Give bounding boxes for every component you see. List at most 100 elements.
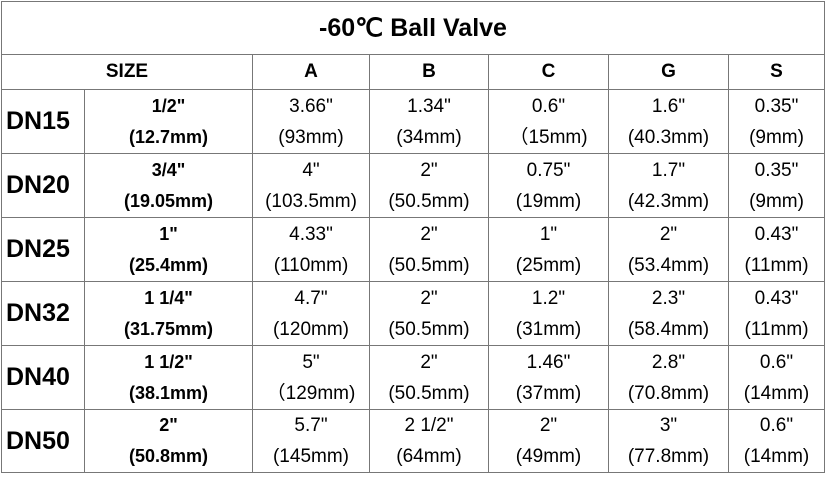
cell-line: （129mm) [266, 382, 356, 404]
cell-line: (9mm) [749, 126, 804, 148]
cell-line: (50.5mm) [388, 190, 470, 212]
cell-line: 3.66" [289, 95, 333, 117]
header-cell: A [252, 54, 370, 90]
cell-line: (14mm) [743, 382, 810, 404]
cell-line: (19mm) [515, 190, 582, 212]
cell-line: 2" [420, 223, 438, 245]
cell-line: 4.7" [294, 287, 328, 309]
cell-line: (50.5mm) [388, 318, 470, 340]
value-cell: 3.66" (93mm) [252, 89, 370, 154]
cell-line: 1/2" [151, 95, 186, 116]
cell-line: (93mm) [278, 126, 344, 148]
cell-line: 1 1/2" [144, 351, 193, 372]
cell-line: (50.5mm) [388, 254, 470, 276]
dn-cell: DN15 [1, 89, 85, 154]
cell-line: (77.8mm) [627, 446, 710, 467]
value-cell: 0.6" (14mm) [727, 345, 826, 410]
header-cell: SIZE [1, 54, 253, 90]
value-cell: 2" (50.5mm) [369, 345, 489, 410]
cell-line: 2" [420, 287, 438, 309]
cell-line: 1" [159, 223, 178, 244]
cell-line: 3/4" [151, 159, 186, 180]
value-cell: 0.35" (9mm) [727, 89, 826, 154]
cell-line: 2.8" [651, 351, 686, 373]
cell-line: 0.43" [754, 287, 799, 309]
cell-line: (12.7mm) [128, 126, 209, 147]
table-row: DN15 1/2" (12.7mm) 3.66" (93mm) 1.34" (34mm) 0.… [1, 89, 826, 154]
cell-line: 5" [302, 351, 320, 373]
cell-line: 0.6" [531, 95, 566, 117]
dn-cell: DN20 [1, 153, 85, 218]
value-cell: 0.6" (14mm) [727, 409, 826, 473]
cell-line: 0.75" [526, 159, 571, 181]
cell-line: (34mm) [396, 126, 462, 148]
header-cell: B [369, 54, 489, 90]
value-cell: 1.2" (31mm) [488, 281, 609, 346]
cell-line: 2 1/2" [404, 415, 454, 436]
value-cell: 2.8" (70.8mm) [608, 345, 729, 410]
size-cell: 3/4" (19.05mm) [84, 153, 253, 218]
size-cell: 1/2" (12.7mm) [84, 89, 253, 154]
cell-line: 2" [539, 415, 558, 436]
cell-line: (38.1mm) [128, 382, 209, 403]
cell-line: (25mm) [515, 254, 582, 276]
value-cell: 5" （129mm) [252, 345, 370, 410]
cell-line: (14mm) [743, 446, 810, 467]
cell-line: (11mm) [744, 318, 809, 340]
dn-cell: DN25 [1, 217, 85, 282]
cell-line: (40.3mm) [627, 126, 710, 148]
table-row: DN20 3/4" (19.05mm) 4" (103.5mm) 2" (50.5mm) 0.… [1, 153, 826, 218]
value-cell: 1.46" (37mm) [488, 345, 609, 410]
value-cell: 1" (25mm) [488, 217, 609, 282]
value-cell: 1.6" (40.3mm) [608, 89, 729, 154]
value-cell: 1.34" (34mm) [369, 89, 489, 154]
cell-line: 3" [659, 415, 678, 436]
table-row: DN40 1 1/2" (38.1mm) 5" （129mm) 2" (50.5mm) 1.4… [1, 345, 826, 410]
header-cell: S [727, 54, 826, 90]
cell-line: 5.7" [294, 415, 328, 436]
cell-line: 4" [302, 159, 320, 181]
size-cell: 1 1/4" (31.75mm) [84, 281, 253, 346]
cell-line: (70.8mm) [627, 382, 710, 404]
value-cell: 2" (49mm) [488, 409, 609, 473]
dn-cell: DN32 [1, 281, 85, 346]
value-cell: 1.7" (42.3mm) [608, 153, 729, 218]
value-cell: 2.3" (58.4mm) [608, 281, 729, 346]
size-cell: 1 1/2" (38.1mm) [84, 345, 253, 410]
cell-line: (11mm) [744, 254, 809, 276]
cell-line: (145mm) [272, 446, 349, 467]
value-cell: 0.6" （15mm) [488, 89, 609, 154]
value-cell: 2 1/2" (64mm) [369, 409, 489, 473]
table-title: -60℃ Ball Valve [0, 1, 826, 55]
cell-line: 1.34" [407, 95, 451, 117]
cell-line: 2" [659, 223, 678, 245]
header-cell: C [488, 54, 609, 90]
value-cell: 5.7" (145mm) [252, 409, 370, 473]
value-cell: 2" (50.5mm) [369, 281, 489, 346]
value-cell: 4.7" (120mm) [252, 281, 370, 346]
cell-line: (120mm) [272, 318, 349, 340]
cell-line: (64mm) [396, 446, 462, 467]
cell-line: 2" [159, 415, 178, 435]
cell-line: (9mm) [749, 190, 804, 212]
header-cell: G [608, 54, 729, 90]
size-cell: 1" (25.4mm) [84, 217, 253, 282]
cell-line: (103.5mm) [265, 190, 357, 212]
cell-line: 4.33" [289, 223, 333, 245]
cell-line: (25.4mm) [128, 254, 209, 275]
cell-line: 1.7" [651, 159, 686, 181]
cell-line: 2" [420, 351, 438, 373]
cell-line: (19.05mm) [123, 190, 214, 211]
size-cell: 2" (50.8mm) [84, 409, 253, 473]
cell-line: 0.6" [759, 351, 794, 373]
cell-line: 1 1/4" [144, 287, 193, 308]
cell-line: 0.35" [754, 95, 799, 117]
cell-line: (37mm) [515, 382, 582, 404]
value-cell: 2" (50.5mm) [369, 217, 489, 282]
cell-line: (50.8mm) [128, 446, 209, 466]
value-cell: 2" (53.4mm) [608, 217, 729, 282]
dn-cell: DN50 [1, 409, 85, 473]
value-cell: 0.43" (11mm) [727, 217, 826, 282]
